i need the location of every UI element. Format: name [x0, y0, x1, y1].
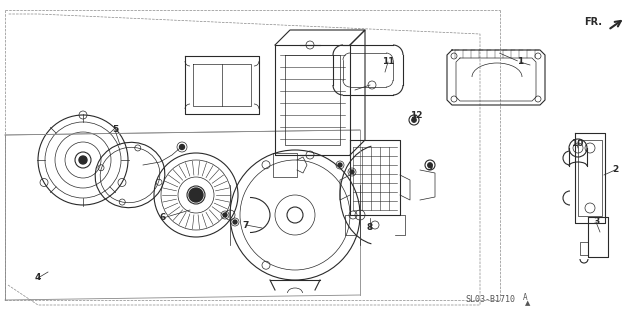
- Text: 11: 11: [382, 58, 394, 67]
- Text: A: A: [523, 293, 527, 302]
- Circle shape: [427, 163, 433, 167]
- Text: 7: 7: [243, 220, 249, 229]
- Text: SL03-B1710: SL03-B1710: [465, 295, 515, 305]
- Circle shape: [412, 117, 417, 123]
- Text: FR.: FR.: [584, 17, 602, 27]
- Text: 12: 12: [410, 110, 422, 119]
- Text: 1: 1: [517, 58, 523, 67]
- Text: 8: 8: [367, 223, 373, 233]
- Text: 6: 6: [160, 213, 166, 222]
- Circle shape: [350, 170, 354, 174]
- Circle shape: [189, 188, 203, 202]
- Text: 4: 4: [35, 274, 41, 283]
- Text: 10: 10: [571, 140, 583, 148]
- Circle shape: [233, 220, 237, 224]
- Circle shape: [79, 156, 87, 164]
- Circle shape: [223, 213, 227, 217]
- Text: ▲: ▲: [525, 300, 531, 306]
- Text: 5: 5: [112, 125, 118, 134]
- Text: 2: 2: [612, 165, 618, 174]
- Circle shape: [338, 163, 342, 167]
- Text: 9: 9: [427, 164, 433, 172]
- Circle shape: [180, 145, 185, 149]
- Text: 3: 3: [593, 218, 599, 227]
